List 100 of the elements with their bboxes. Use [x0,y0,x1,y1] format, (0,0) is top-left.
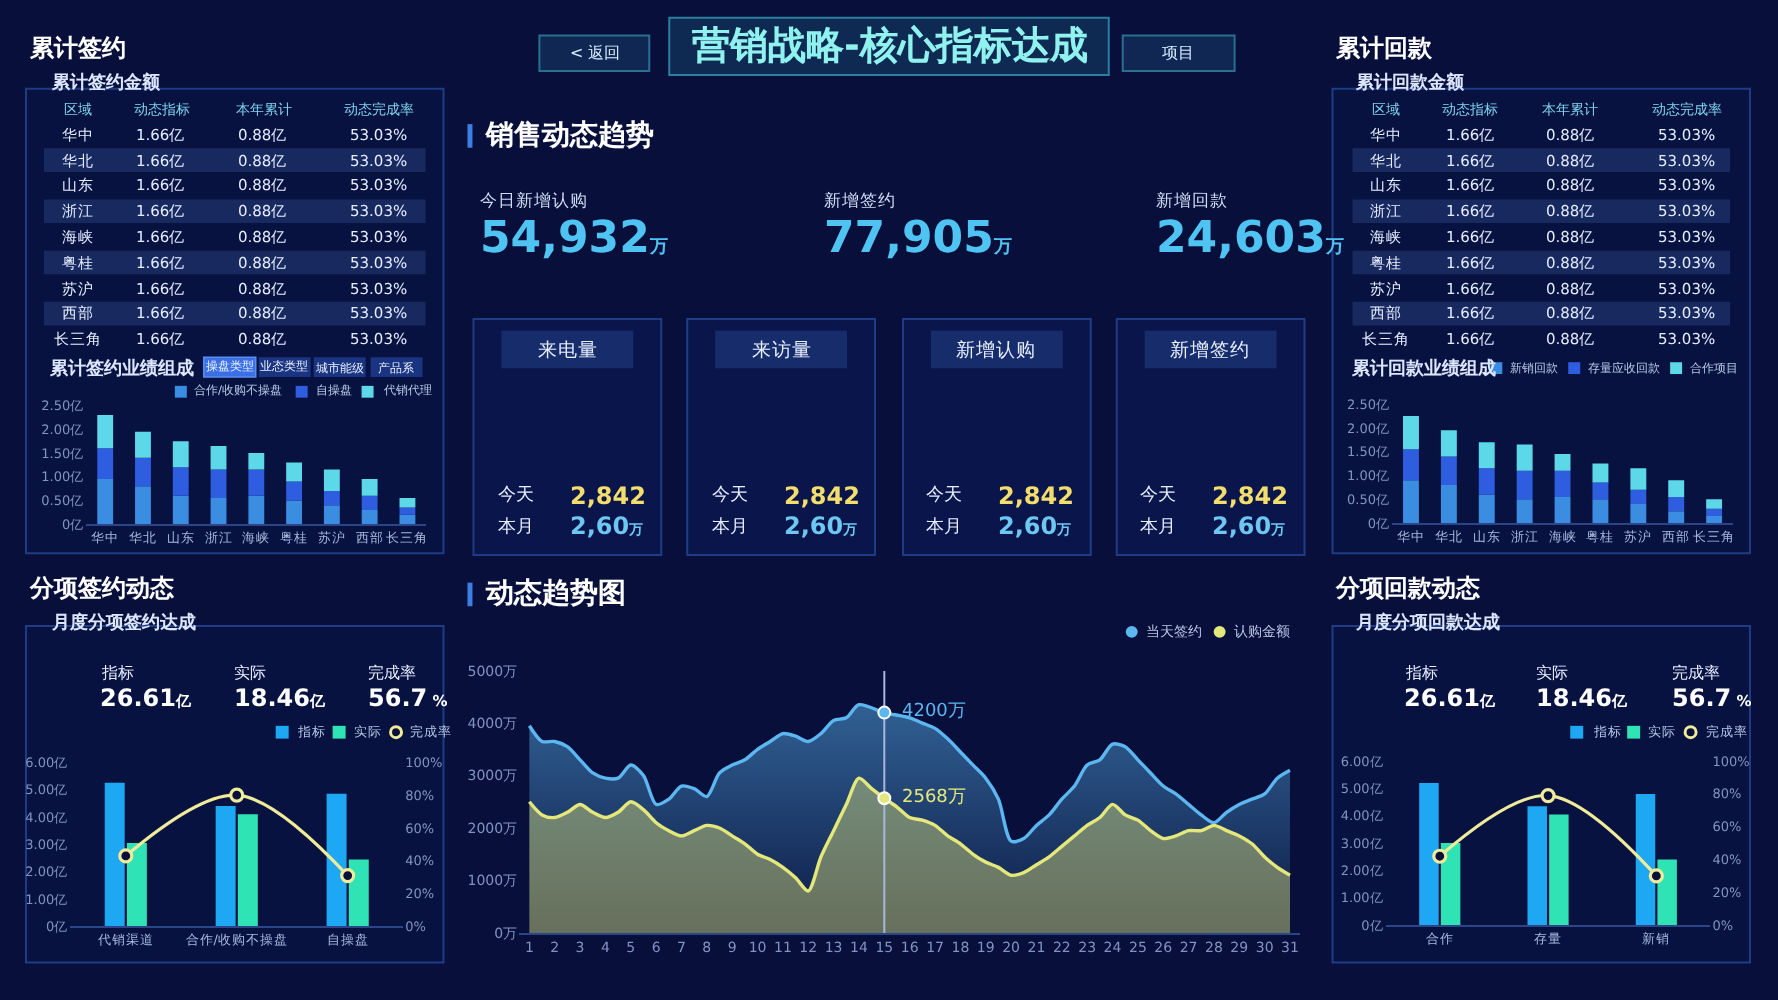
text: 2,842 [998,482,1074,510]
bar [1630,468,1647,490]
text: < 返回 [570,44,621,62]
bar [210,469,227,499]
text: 今天 [498,484,534,506]
bar [323,490,340,506]
chart-title: 分项签约动态 [28,574,176,602]
bar [1440,484,1457,524]
text: 本月 [1140,516,1176,538]
bar [361,495,378,510]
annotation: 2568万 [902,788,966,808]
text: 新增签约 [824,190,896,212]
bar [1630,504,1647,524]
text: 新增签约 [1170,338,1250,362]
text: 累计回款金额 [1354,72,1466,94]
text: 指标 [100,664,134,682]
chart-subtitle: 月度分项签约达成 [50,612,196,634]
text: 2,842 [570,482,646,510]
text: 完成率 [1672,664,1720,682]
bar [1440,456,1457,485]
bar [399,498,416,508]
text: 新增回款 [1156,190,1228,212]
bar [210,445,227,470]
point [1540,787,1556,804]
bar [1516,499,1533,524]
bar [248,469,265,496]
text: 来电量 [538,338,598,362]
annotation: 4200万 [902,702,966,722]
bar [135,457,151,487]
text: 完成率 [368,664,416,682]
bar [1478,468,1495,495]
text: 来访量 [752,338,812,362]
chart-title: 累计回款业绩组成 [1350,358,1496,380]
bar [323,469,340,491]
bar [1440,430,1457,457]
bar [97,415,114,449]
bar [1403,449,1419,481]
text: 2,842 [1212,482,1288,510]
bar [361,509,378,525]
bar [1478,442,1495,469]
bar [104,782,125,927]
text: 指标 [1404,664,1438,682]
text: 实际 [1536,664,1568,682]
bar [286,500,303,525]
bar [97,479,114,525]
chart-title: 分项回款动态 [1334,574,1482,602]
bar [286,481,303,501]
bar [348,859,369,927]
bar [210,498,227,525]
bar [399,507,416,515]
bar [1668,480,1685,497]
bar [286,462,303,482]
point [118,848,134,864]
text: 今天 [712,484,748,506]
text: 营销战略-核心指标达成 [690,24,1088,68]
bar [323,505,340,525]
bar [1419,783,1439,926]
point [1432,848,1448,864]
bar [172,495,189,525]
bar [97,448,114,480]
bar [172,441,189,468]
text: 本月 [498,516,534,538]
point [1648,868,1664,884]
bar [1527,806,1547,926]
point [340,867,356,884]
bar [135,431,151,458]
bar [1440,843,1461,926]
bar [361,479,378,496]
bar [1592,482,1609,500]
bar [1668,496,1685,512]
bar [1554,470,1571,497]
text: 本月 [926,516,962,538]
bar [1657,859,1677,926]
chart-title: 累计签约业绩组成 [48,358,194,380]
text: 本月 [712,516,748,538]
bar [1706,499,1723,509]
bar [135,486,151,525]
text: 2,842 [784,482,860,510]
bar [1549,814,1569,926]
bar [1403,480,1419,524]
bar [1592,499,1609,524]
bar [1630,489,1647,504]
bar [237,814,258,927]
text: 今天 [1140,484,1176,506]
bar [1516,470,1533,500]
text: 新增认购 [956,338,1036,362]
bar [1403,416,1419,450]
bar [1592,463,1609,483]
bar [1706,515,1723,524]
text: 54,932万 [480,214,668,264]
bar [1706,508,1723,516]
bar [1516,444,1533,471]
text: 77,905万 [824,214,1012,264]
text: 24,603万 [1156,214,1344,264]
bar [326,793,347,927]
text: 销售动态趋势 [484,120,654,152]
bar [172,467,189,496]
bar [1668,511,1685,524]
text: 今日新增认购 [480,190,588,212]
text: 项目 [1162,44,1194,62]
